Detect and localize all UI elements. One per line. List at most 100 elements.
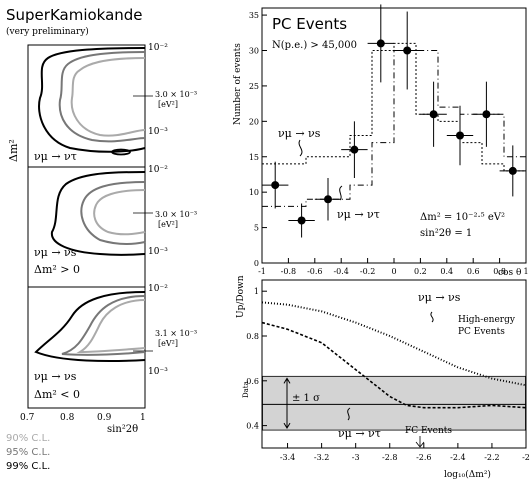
chart2-x-label: log₁₀(Δm²) [444, 469, 491, 480]
contour-90 [76, 299, 146, 354]
chart2-y-label: Up/Down [236, 275, 246, 318]
pointer-nus [430, 311, 434, 323]
x-tick-label: -2.6 [416, 453, 431, 462]
y-tick-label: 20 [249, 117, 259, 126]
data-point [271, 181, 280, 190]
y-tick-label: 10⁻² [148, 43, 168, 53]
x-tick-label: -0.4 [333, 267, 348, 276]
contour-90 [93, 189, 146, 236]
contour-95 [58, 51, 146, 143]
x-tick-label: -3.2 [314, 453, 329, 462]
x-tick-label: -2 [522, 453, 530, 462]
series-label-nus: νμ → νs [278, 127, 321, 140]
curve-nus [261, 301, 527, 387]
data-point [482, 110, 491, 119]
panel-label: νμ → ντ [34, 150, 77, 163]
panel-label: νμ → νs [34, 370, 77, 383]
data-point [429, 110, 438, 119]
x-tick-label: 0.6 [467, 267, 480, 276]
contour-99 [34, 291, 146, 363]
x-tick-label: -0.2 [360, 267, 375, 276]
x-tick-label: -2.8 [382, 453, 397, 462]
y-tick-label: 0.6 [246, 377, 259, 386]
y-tick-label: 10⁻² [148, 165, 168, 175]
y-tick-label: 5 [254, 224, 259, 233]
y-tick-label: 15 [249, 153, 259, 162]
x-axis-label: sin²2θ [107, 424, 138, 435]
y-tick-label: 10⁻³ [148, 367, 168, 377]
fc-events-arrow [415, 436, 425, 448]
chart1-x-label: cos θ [498, 268, 521, 278]
sigma-band [262, 375, 526, 431]
sigma-arrow [283, 377, 291, 430]
y-tick-label: 0.4 [246, 422, 259, 431]
curve-nutau [261, 321, 527, 409]
legend-90: 90% C.L. [6, 433, 50, 444]
pointer-nutau [339, 185, 343, 201]
contour-panels: 10⁻² 10⁻³ 10⁻² 10⁻³ 10⁻² 10⁻³ 3.0 × 10⁻³… [6, 43, 197, 472]
y-tick-label: 10⁻³ [148, 127, 168, 137]
band-label: ± 1 σ [292, 393, 320, 404]
chart1-y-label: Number of events [233, 43, 243, 125]
up-down-chart: Up/Down log₁₀(Δm²) νμ → νs νμ → ντ High-… [236, 275, 530, 480]
x-tick-label: 0.9 [97, 413, 112, 423]
contour-panel-2: νμ → νs Δm² > 0 [34, 171, 146, 276]
pointer-nutau [347, 407, 351, 421]
contour-99 [50, 171, 146, 256]
y-tick-label: 25 [249, 82, 259, 91]
chart1-annotation: Δm² = 10⁻²·⁵ eV² [420, 212, 505, 223]
x-tick-label: 1 [140, 413, 146, 423]
chart1-title: PC Events [272, 15, 347, 33]
chart1-subtitle: N(p.e.) > 45,000 [272, 40, 357, 51]
fc-events-label: FC Events [405, 426, 452, 436]
data-point [508, 166, 517, 175]
best-fit-value: 3.0 × 10⁻³ [155, 90, 197, 99]
contour-99 [38, 47, 146, 153]
x-tick-label: -0.6 [307, 267, 322, 276]
chart2-frame [261, 279, 527, 449]
contour-island [111, 148, 131, 156]
y-tick-label: 30 [249, 47, 259, 56]
y-tick-label: 35 [249, 11, 259, 20]
x-tick-label: -3.4 [280, 453, 295, 462]
x-tick-label: -0.8 [281, 267, 296, 276]
y-tick-label: 10⁻³ [148, 247, 168, 257]
figure-title: SuperKamiokande [6, 6, 143, 24]
contour-95 [80, 181, 146, 245]
x-tick-label: -3 [352, 453, 360, 462]
panel-extra: Δm² > 0 [34, 263, 80, 276]
chart2-annotation: High-energy [458, 315, 516, 325]
unit-label: [eV²] [158, 100, 178, 109]
best-fit-value: 3.1 × 10⁻³ [155, 329, 197, 338]
contour-panel-1: νμ → ντ [34, 47, 146, 163]
x-tick-label: 0.2 [414, 267, 427, 276]
x-tick-label: 0 [391, 267, 396, 276]
data-point [376, 39, 385, 48]
unit-label: [eV²] [158, 220, 178, 229]
contour-95 [61, 295, 146, 356]
unit-label: [eV²] [158, 339, 178, 348]
x-tick-label: -1 [258, 267, 266, 276]
contour-90 [70, 57, 146, 137]
pointer-nus [298, 139, 303, 157]
x-tick-label: 0.4 [440, 267, 453, 276]
legend-99: 99% C.L. [6, 461, 50, 472]
data-point [350, 145, 359, 154]
series-label-nutau: νμ → ντ [337, 208, 380, 221]
x-tick-label: 0.8 [493, 267, 506, 276]
contour-panel-3: νμ → νs Δm² < 0 [34, 291, 146, 401]
figure-subtitle: (very preliminary) [6, 26, 89, 37]
chart1-annotation: sin²2θ = 1 [420, 228, 472, 239]
data-point [403, 46, 412, 55]
series-label-nus: νμ → νs [418, 291, 461, 304]
y-axis-label: Δm² [7, 139, 20, 162]
band-center-label: Data [242, 381, 250, 398]
x-tick-label: 0.8 [60, 413, 75, 423]
histogram-nutau [262, 50, 526, 207]
y-tick-label: 10 [249, 188, 259, 197]
series-label-nutau: νμ → ντ [338, 427, 381, 440]
data-point [456, 131, 464, 140]
y-tick-label: 1 [254, 287, 259, 296]
data-point [324, 195, 332, 204]
